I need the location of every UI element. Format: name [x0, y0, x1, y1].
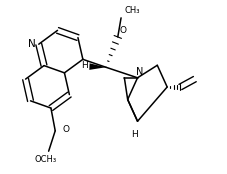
Text: O: O [119, 26, 126, 35]
Text: OCH₃: OCH₃ [34, 155, 56, 164]
Polygon shape [89, 63, 106, 70]
Text: H: H [131, 130, 138, 139]
Text: N: N [28, 38, 35, 49]
Text: H: H [81, 61, 88, 70]
Text: CH₃: CH₃ [124, 6, 140, 15]
Text: N: N [136, 67, 144, 77]
Text: O: O [62, 125, 69, 134]
